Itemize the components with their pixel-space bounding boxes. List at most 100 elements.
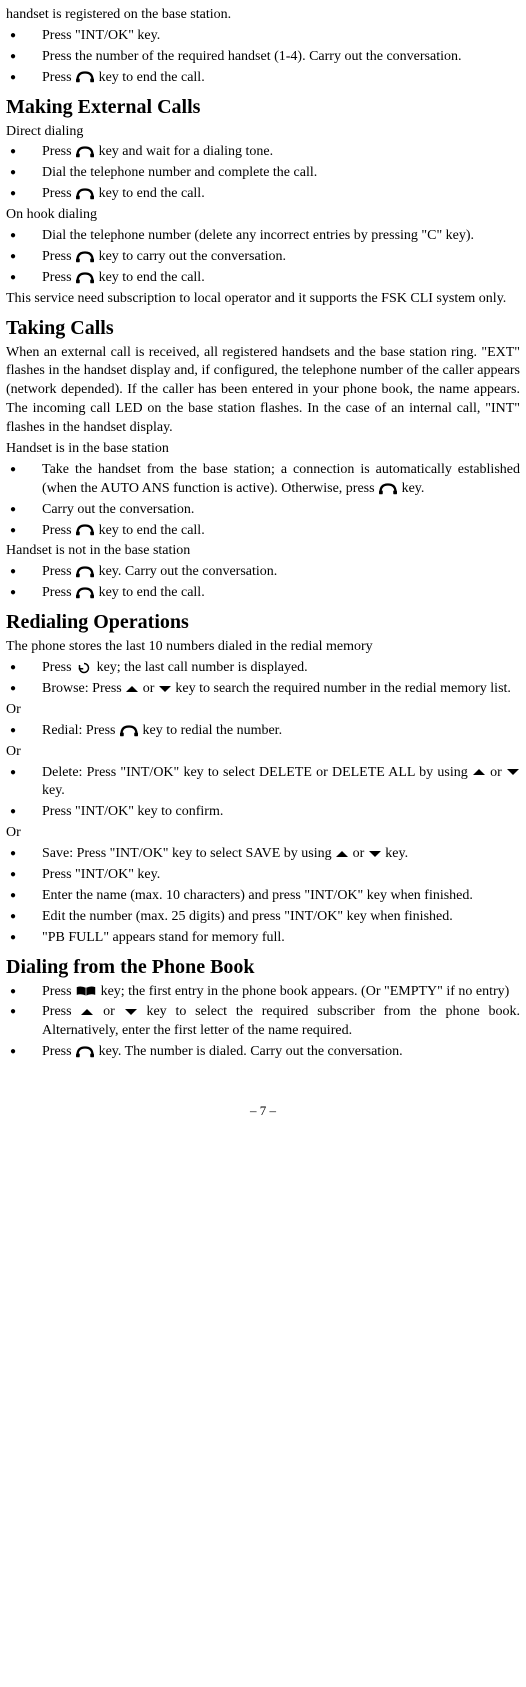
bullet-list: Press key; the first entry in the phone …	[6, 983, 520, 1063]
text: key to search the required number in the…	[172, 681, 511, 696]
text: key to end the call.	[95, 70, 205, 85]
page-number: – 7 –	[6, 1102, 520, 1120]
list-item: Redial: Press key to redial the number.	[6, 722, 520, 741]
down-arrow-icon	[159, 686, 171, 692]
text: Redial: Press	[42, 723, 119, 738]
paragraph: The phone stores the last 10 numbers dia…	[6, 638, 520, 657]
list-item: Take the handset from the base station; …	[6, 461, 520, 499]
list-item: Press key. The number is dialed. Carry o…	[6, 1043, 520, 1062]
or-label: Or	[6, 701, 520, 720]
section-title: Dialing from the Phone Book	[6, 954, 520, 981]
intro-line: handset is registered on the base statio…	[6, 6, 520, 25]
list-item: Press key; the first entry in the phone …	[6, 983, 520, 1002]
list-item: Press key to carry out the conversation.	[6, 248, 520, 267]
phone-icon	[120, 725, 138, 737]
up-arrow-icon	[473, 769, 485, 775]
text: key. Carry out the conversation.	[95, 564, 277, 579]
up-arrow-icon	[336, 851, 348, 857]
bullet-list: Take the handset from the base station; …	[6, 461, 520, 541]
phone-icon	[76, 71, 94, 83]
text: key; the last call number is displayed.	[93, 660, 308, 675]
section-title: Taking Calls	[6, 315, 520, 342]
list-item: Press key; the last call number is displ…	[6, 659, 520, 678]
text: key to end the call.	[95, 523, 205, 538]
text: key; the first entry in the phone book a…	[97, 984, 509, 999]
bullet-list: Save: Press "INT/OK" key to select SAVE …	[6, 845, 520, 947]
up-arrow-icon	[126, 686, 138, 692]
text: key.	[42, 783, 65, 798]
phone-icon	[76, 566, 94, 578]
phone-icon	[76, 146, 94, 158]
bullet-list: Press key; the last call number is displ…	[6, 659, 520, 699]
bullet-list: Delete: Press "INT/OK" key to select DEL…	[6, 764, 520, 823]
list-item: Save: Press "INT/OK" key to select SAVE …	[6, 845, 520, 864]
section-title: Redialing Operations	[6, 609, 520, 636]
list-item: Press "INT/OK" key to confirm.	[6, 803, 520, 822]
list-item: Dial the telephone number and complete t…	[6, 164, 520, 183]
text: Press	[42, 270, 75, 285]
text: key to end the call.	[95, 585, 205, 600]
list-item: Press key to end the call.	[6, 522, 520, 541]
text: or	[349, 846, 368, 861]
down-arrow-icon	[369, 851, 381, 857]
list-item: Press key to end the call.	[6, 185, 520, 204]
text: Press	[42, 249, 75, 264]
text: Press	[42, 186, 75, 201]
paragraph: This service need subscription to local …	[6, 290, 520, 309]
subheading: Handset is in the base station	[6, 440, 520, 459]
text: key to redial the number.	[139, 723, 282, 738]
bullet-list: Press key. Carry out the conversation. P…	[6, 563, 520, 603]
phone-icon	[379, 483, 397, 495]
list-item: Press "INT/OK" key.	[6, 866, 520, 885]
text: key.	[382, 846, 408, 861]
redial-icon	[76, 662, 92, 674]
phonebook-icon	[76, 985, 96, 997]
phone-icon	[76, 188, 94, 200]
text: Press	[42, 1004, 80, 1019]
list-item: "PB FULL" appears stand for memory full.	[6, 929, 520, 948]
text: Press	[42, 585, 75, 600]
text: key and wait for a dialing tone.	[95, 144, 273, 159]
up-arrow-icon	[81, 1009, 93, 1015]
text: or	[139, 681, 158, 696]
intro-list: Press "INT/OK" key. Press the number of …	[6, 27, 520, 88]
list-item: Enter the name (max. 10 characters) and …	[6, 887, 520, 906]
text: Press	[42, 523, 75, 538]
phone-icon	[76, 587, 94, 599]
list-item: Dial the telephone number (delete any in…	[6, 227, 520, 246]
bullet-list: Dial the telephone number (delete any in…	[6, 227, 520, 288]
list-item: Press the number of the required handset…	[6, 48, 520, 67]
list-item: Press key to end the call.	[6, 269, 520, 288]
phone-icon	[76, 1046, 94, 1058]
subheading: Handset is not in the base station	[6, 542, 520, 561]
phone-icon	[76, 251, 94, 263]
list-item: Press key to end the call.	[6, 69, 520, 88]
list-item: Edit the number (max. 25 digits) and pre…	[6, 908, 520, 927]
text: Save: Press "INT/OK" key to select SAVE …	[42, 846, 335, 861]
list-item: Press or key to select the required subs…	[6, 1003, 520, 1041]
text: Press	[42, 144, 75, 159]
down-arrow-icon	[125, 1009, 137, 1015]
text: Press	[42, 564, 75, 579]
list-item: Browse: Press or key to search the requi…	[6, 680, 520, 699]
subheading: Direct dialing	[6, 123, 520, 142]
or-label: Or	[6, 824, 520, 843]
list-item: Press "INT/OK" key.	[6, 27, 520, 46]
text: key to carry out the conversation.	[95, 249, 286, 264]
text: or	[94, 1004, 123, 1019]
bullet-list: Redial: Press key to redial the number.	[6, 722, 520, 741]
list-item: Press key. Carry out the conversation.	[6, 563, 520, 582]
text: key.	[398, 481, 424, 496]
text: key to end the call.	[95, 270, 205, 285]
list-item: Carry out the conversation.	[6, 501, 520, 520]
text: or	[486, 765, 506, 780]
text: Take the handset from the base station; …	[42, 462, 520, 496]
text: Browse: Press	[42, 681, 125, 696]
text: Press	[42, 660, 75, 675]
section-title: Making External Calls	[6, 94, 520, 121]
list-item: Press key and wait for a dialing tone.	[6, 143, 520, 162]
or-label: Or	[6, 743, 520, 762]
text: Press	[42, 984, 75, 999]
paragraph: When an external call is received, all r…	[6, 344, 520, 438]
list-item: Delete: Press "INT/OK" key to select DEL…	[6, 764, 520, 802]
